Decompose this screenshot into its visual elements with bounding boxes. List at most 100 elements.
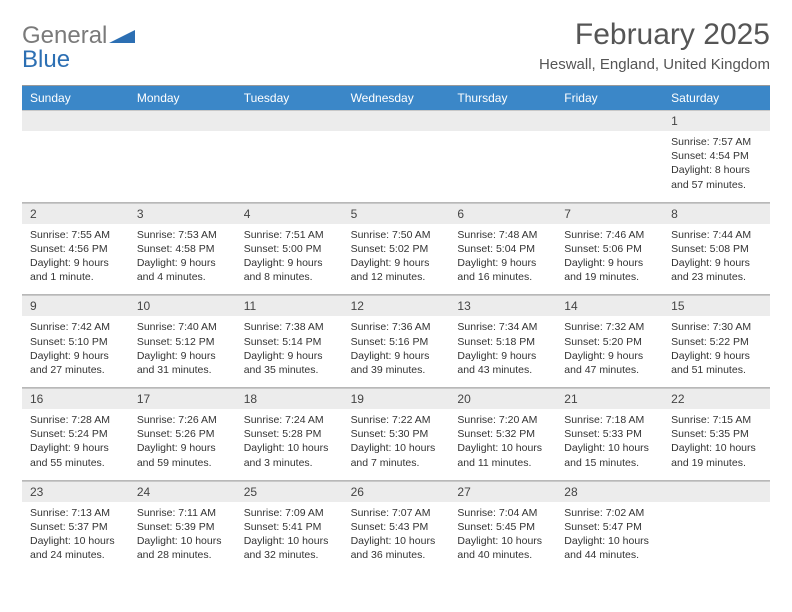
weeks-container: 1Sunrise: 7:57 AMSunset: 4:54 PMDaylight… (22, 110, 770, 572)
sunrise-text: Sunrise: 7:55 AM (30, 228, 121, 242)
daylight-line1: Daylight: 9 hours (137, 441, 228, 455)
sunrise-text: Sunrise: 7:26 AM (137, 413, 228, 427)
sunset-text: Sunset: 5:02 PM (351, 242, 442, 256)
daylight-line2: and 44 minutes. (564, 548, 655, 562)
sunset-text: Sunset: 5:33 PM (564, 427, 655, 441)
day-cell: Sunrise: 7:20 AMSunset: 5:32 PMDaylight:… (449, 409, 556, 480)
day-cell: Sunrise: 7:55 AMSunset: 4:56 PMDaylight:… (22, 224, 129, 295)
daylight-line2: and 32 minutes. (244, 548, 335, 562)
sunrise-text: Sunrise: 7:53 AM (137, 228, 228, 242)
day-number: 22 (663, 389, 770, 409)
header: General Blue February 2025 Heswall, Engl… (22, 18, 770, 73)
daylight-line2: and 43 minutes. (457, 363, 548, 377)
daylight-line1: Daylight: 9 hours (244, 349, 335, 363)
week-row: Sunrise: 7:42 AMSunset: 5:10 PMDaylight:… (22, 316, 770, 388)
sunset-text: Sunset: 5:04 PM (457, 242, 548, 256)
day-cell: Sunrise: 7:26 AMSunset: 5:26 PMDaylight:… (129, 409, 236, 480)
sunset-text: Sunset: 4:56 PM (30, 242, 121, 256)
day-number: 4 (236, 204, 343, 224)
daylight-line1: Daylight: 9 hours (671, 349, 762, 363)
day-number (663, 482, 770, 502)
daylight-line2: and 39 minutes. (351, 363, 442, 377)
sunrise-text: Sunrise: 7:22 AM (351, 413, 442, 427)
daylight-line1: Daylight: 9 hours (564, 256, 655, 270)
sunset-text: Sunset: 5:37 PM (30, 520, 121, 534)
daylight-line2: and 35 minutes. (244, 363, 335, 377)
day-number-row: 16171819202122 (22, 388, 770, 409)
day-number: 9 (22, 296, 129, 316)
sunrise-text: Sunrise: 7:13 AM (30, 506, 121, 520)
day-number: 25 (236, 482, 343, 502)
day-cell: Sunrise: 7:15 AMSunset: 5:35 PMDaylight:… (663, 409, 770, 480)
day-cell: Sunrise: 7:28 AMSunset: 5:24 PMDaylight:… (22, 409, 129, 480)
day-number (556, 111, 663, 131)
month-title: February 2025 (539, 18, 770, 52)
daylight-line2: and 51 minutes. (671, 363, 762, 377)
day-cell: Sunrise: 7:30 AMSunset: 5:22 PMDaylight:… (663, 316, 770, 387)
day-number: 8 (663, 204, 770, 224)
sunrise-text: Sunrise: 7:28 AM (30, 413, 121, 427)
day-number: 16 (22, 389, 129, 409)
day-cell: Sunrise: 7:32 AMSunset: 5:20 PMDaylight:… (556, 316, 663, 387)
day-number: 6 (449, 204, 556, 224)
sunset-text: Sunset: 4:54 PM (671, 149, 762, 163)
sunset-text: Sunset: 5:10 PM (30, 335, 121, 349)
day-number (22, 111, 129, 131)
day-cell: Sunrise: 7:04 AMSunset: 5:45 PMDaylight:… (449, 502, 556, 573)
daylight-line1: Daylight: 9 hours (244, 256, 335, 270)
daylight-line2: and 59 minutes. (137, 456, 228, 470)
daylight-line1: Daylight: 9 hours (351, 349, 442, 363)
sunset-text: Sunset: 5:39 PM (137, 520, 228, 534)
day-cell: Sunrise: 7:48 AMSunset: 5:04 PMDaylight:… (449, 224, 556, 295)
daylight-line2: and 47 minutes. (564, 363, 655, 377)
day-cell: Sunrise: 7:53 AMSunset: 4:58 PMDaylight:… (129, 224, 236, 295)
daylight-line1: Daylight: 9 hours (351, 256, 442, 270)
sunrise-text: Sunrise: 7:36 AM (351, 320, 442, 334)
sunrise-text: Sunrise: 7:07 AM (351, 506, 442, 520)
sunset-text: Sunset: 4:58 PM (137, 242, 228, 256)
daylight-line2: and 57 minutes. (671, 178, 762, 192)
day-cell (22, 131, 129, 202)
daylight-line1: Daylight: 10 hours (30, 534, 121, 548)
day-number: 2 (22, 204, 129, 224)
daylight-line2: and 7 minutes. (351, 456, 442, 470)
day-number (343, 111, 450, 131)
day-cell: Sunrise: 7:09 AMSunset: 5:41 PMDaylight:… (236, 502, 343, 573)
day-number: 18 (236, 389, 343, 409)
day-number: 1 (663, 111, 770, 131)
sunrise-text: Sunrise: 7:20 AM (457, 413, 548, 427)
daylight-line1: Daylight: 9 hours (137, 349, 228, 363)
daylight-line2: and 16 minutes. (457, 270, 548, 284)
day-number (449, 111, 556, 131)
sunset-text: Sunset: 5:20 PM (564, 335, 655, 349)
daylight-line2: and 23 minutes. (671, 270, 762, 284)
day-number (129, 111, 236, 131)
day-number: 20 (449, 389, 556, 409)
logo-triangle-icon (109, 27, 135, 48)
daylight-line2: and 31 minutes. (137, 363, 228, 377)
daylight-line1: Daylight: 8 hours (671, 163, 762, 177)
daylight-line1: Daylight: 9 hours (457, 256, 548, 270)
page: General Blue February 2025 Heswall, Engl… (0, 0, 792, 590)
calendar-header-row: Sunday Monday Tuesday Wednesday Thursday… (22, 86, 770, 110)
daylight-line2: and 55 minutes. (30, 456, 121, 470)
sunrise-text: Sunrise: 7:42 AM (30, 320, 121, 334)
day-number-row: 9101112131415 (22, 295, 770, 316)
sunset-text: Sunset: 5:12 PM (137, 335, 228, 349)
daylight-line2: and 24 minutes. (30, 548, 121, 562)
day-number: 5 (343, 204, 450, 224)
daylight-line2: and 28 minutes. (137, 548, 228, 562)
day-number: 3 (129, 204, 236, 224)
daylight-line2: and 19 minutes. (564, 270, 655, 284)
sunrise-text: Sunrise: 7:02 AM (564, 506, 655, 520)
sunset-text: Sunset: 5:26 PM (137, 427, 228, 441)
day-number: 27 (449, 482, 556, 502)
daylight-line1: Daylight: 9 hours (30, 349, 121, 363)
day-cell (449, 131, 556, 202)
daylight-line2: and 36 minutes. (351, 548, 442, 562)
sunrise-text: Sunrise: 7:51 AM (244, 228, 335, 242)
day-cell: Sunrise: 7:13 AMSunset: 5:37 PMDaylight:… (22, 502, 129, 573)
day-number: 19 (343, 389, 450, 409)
day-number: 7 (556, 204, 663, 224)
sunset-text: Sunset: 5:45 PM (457, 520, 548, 534)
